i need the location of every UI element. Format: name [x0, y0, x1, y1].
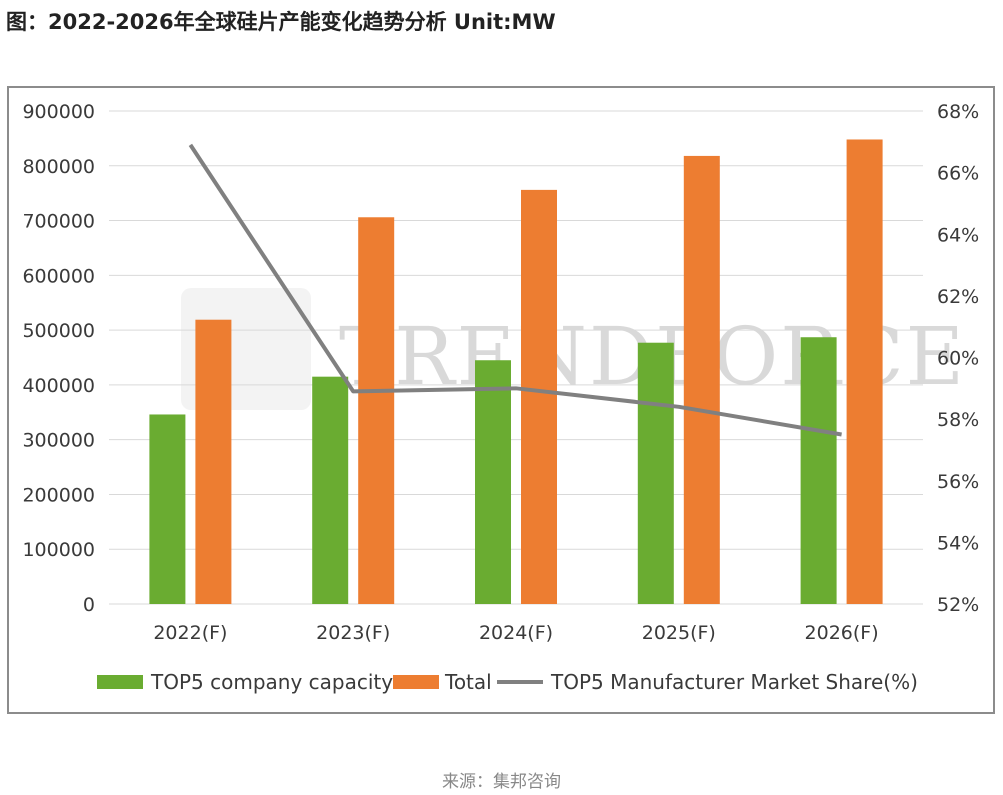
- y-right-tick-label: 58%: [937, 409, 979, 431]
- bar-total: [358, 217, 395, 604]
- bar-top5: [475, 360, 511, 604]
- x-tick-label: 2024(F): [479, 622, 553, 644]
- chart-frame: TRENDFORCE010000020000030000040000050000…: [7, 86, 995, 714]
- y-right-tick-label: 56%: [937, 471, 979, 493]
- y-left-tick-label: 0: [83, 594, 95, 616]
- y-left-tick-label: 200000: [22, 484, 95, 506]
- legend-label-total: Total: [444, 670, 492, 694]
- bar-top5: [312, 376, 349, 604]
- y-right-tick-label: 54%: [937, 532, 979, 554]
- y-left-tick-label: 800000: [22, 156, 95, 178]
- y-right-tick-label: 64%: [937, 224, 979, 246]
- y-right-tick-label: 68%: [937, 101, 979, 123]
- bar-top5: [637, 342, 674, 604]
- y-left-tick-label: 900000: [22, 101, 95, 123]
- x-tick-label: 2025(F): [642, 622, 716, 644]
- legend-label-share: TOP5 Manufacturer Market Share(%): [550, 670, 918, 694]
- y-left-tick-label: 500000: [22, 320, 95, 342]
- x-tick-label: 2022(F): [153, 622, 227, 644]
- y-left-tick-label: 600000: [22, 265, 95, 287]
- page-title: 图：2022-2026年全球硅片产能变化趋势分析 Unit:MW: [6, 10, 556, 34]
- y-left-tick-label: 400000: [22, 375, 95, 397]
- y-right-tick-label: 52%: [937, 594, 979, 616]
- y-right-tick-label: 60%: [937, 348, 979, 370]
- x-tick-label: 2026(F): [805, 622, 879, 644]
- bar-top5: [800, 337, 837, 604]
- y-left-tick-label: 700000: [22, 211, 95, 233]
- bar-total: [846, 139, 883, 604]
- source-note: 来源：集邦咨询: [442, 772, 561, 792]
- y-left-tick-label: 300000: [22, 430, 95, 452]
- bar-total: [521, 189, 557, 604]
- legend-swatch-total: [393, 675, 439, 689]
- x-tick-label: 2023(F): [316, 622, 390, 644]
- y-left-tick-label: 100000: [22, 539, 95, 561]
- bar-total: [683, 155, 720, 604]
- legend-label-top5: TOP5 company capacity: [150, 670, 393, 694]
- y-right-tick-label: 66%: [937, 163, 979, 185]
- bar-top5: [149, 414, 186, 604]
- bar-total: [195, 319, 232, 604]
- chart-svg: TRENDFORCE010000020000030000040000050000…: [22, 101, 979, 694]
- y-right-tick-label: 62%: [937, 286, 979, 308]
- legend-swatch-top5: [97, 675, 143, 689]
